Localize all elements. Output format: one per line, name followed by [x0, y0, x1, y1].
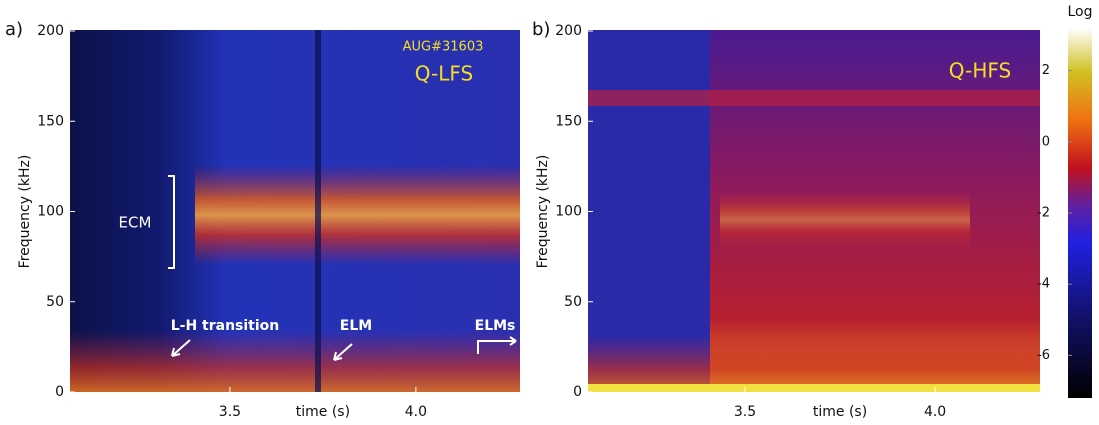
arrow	[333, 343, 353, 361]
colorbar-tick-label: -4	[1037, 277, 1050, 292]
y-axis-label: Frequency (kHz)	[17, 155, 33, 269]
y-tick-label: 150	[37, 113, 64, 129]
annotation: ELM	[340, 318, 372, 334]
x-axis-label: time (s)	[813, 404, 867, 420]
annotation: Q-LFS	[415, 62, 474, 86]
colorbar-tick-label: -2	[1037, 206, 1050, 221]
annotation: ELMs	[475, 318, 516, 334]
bracket	[168, 175, 175, 269]
x-tick-label: 3.5	[219, 404, 241, 420]
y-tick-label: 150	[555, 113, 582, 129]
arrow	[171, 339, 191, 357]
panel-label: b)	[532, 19, 550, 40]
annotation: ECM	[119, 214, 152, 232]
y-tick-label: 100	[37, 204, 64, 220]
x-tick-label: 4.0	[924, 404, 946, 420]
panel-label: a)	[5, 19, 23, 40]
arrow	[477, 336, 517, 354]
colorbar-tick-label: 0	[1042, 134, 1050, 149]
x-axis-label: time (s)	[296, 404, 350, 420]
y-tick-label: 50	[564, 294, 582, 310]
spectrogram-b	[588, 30, 1040, 392]
y-tick-label: 200	[37, 23, 64, 39]
y-axis-label: Frequency (kHz)	[535, 155, 551, 269]
y-tick-label: 100	[555, 204, 582, 220]
colorbar-tick-label: 2	[1042, 63, 1050, 78]
x-tick-label: 3.5	[734, 404, 756, 420]
colorbar-tick-label: -6	[1037, 348, 1050, 363]
x-tick-label: 4.0	[405, 404, 427, 420]
y-tick-label: 0	[55, 384, 64, 400]
annotation: Q-HFS	[949, 59, 1011, 83]
annotation: AUG#31603	[403, 40, 484, 55]
y-tick-label: 200	[555, 23, 582, 39]
y-tick-label: 50	[46, 294, 64, 310]
annotation: L-H transition	[171, 318, 280, 334]
colorbar-title: Log	[1067, 4, 1092, 20]
y-tick-label: 0	[573, 384, 582, 400]
spectrogram-a	[70, 30, 520, 392]
